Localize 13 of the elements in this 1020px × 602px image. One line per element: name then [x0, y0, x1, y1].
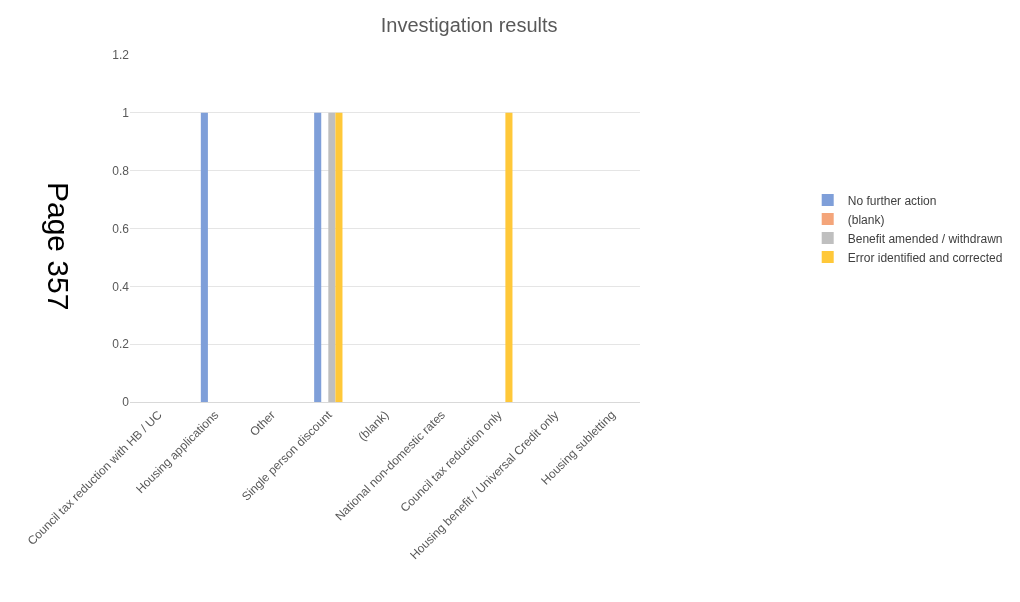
legend-label: Benefit amended / withdrawn [847, 231, 1003, 246]
chart-title: Investigation results [380, 14, 558, 37]
y-tick-label: 0.6 [112, 221, 130, 236]
y-tick-label: 0.4 [112, 279, 130, 294]
legend-label: Error identified and corrected [847, 250, 1003, 265]
y-tick-label: 1 [122, 106, 130, 121]
text: Page 357 [41, 181, 75, 311]
y-tick-label: 0 [122, 395, 130, 410]
y-tick-label: 1.2 [112, 48, 130, 63]
y-tick-label: 0.8 [112, 163, 130, 178]
legend-label: No further action [847, 193, 937, 208]
y-tick-label: 0.2 [112, 337, 130, 352]
legend-label: (blank) [847, 212, 885, 227]
